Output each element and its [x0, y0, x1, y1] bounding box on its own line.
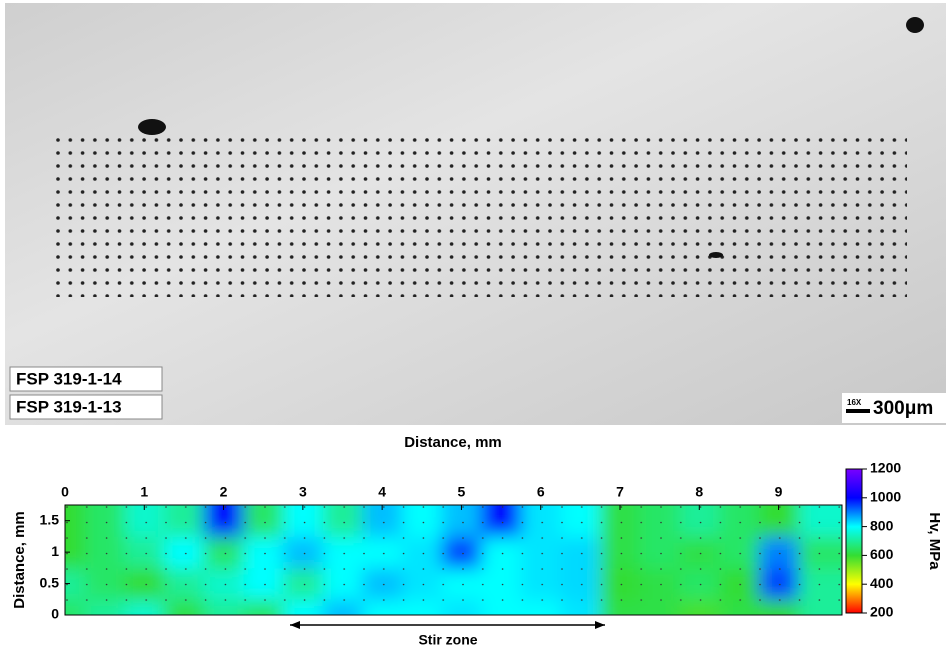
measure-points: [65, 505, 842, 615]
x-tick-label: 8: [695, 484, 703, 500]
colorbar-tick-label: 600: [870, 546, 894, 562]
annotation: Stir zone: [418, 632, 477, 648]
colorbar-tick-label: 800: [870, 517, 894, 533]
y-tick-label: 1: [51, 543, 59, 559]
sample-label: FSP 319-1-14: [16, 369, 122, 388]
x-axis-title: Distance, mm: [404, 434, 502, 451]
scale-bar: [846, 409, 870, 413]
pore: [138, 119, 166, 135]
sample-label: FSP 319-1-13: [16, 397, 122, 416]
x-tick-label: 7: [616, 484, 624, 500]
magnification: 16X: [847, 398, 862, 407]
page: FSP 319-1-14 FSP 319-1-13 16X 300μm Dist…: [0, 0, 951, 656]
x-tick-label: 4: [378, 484, 386, 500]
x-tick-label: 6: [537, 484, 545, 500]
y-axis-title: Distance, mm: [11, 511, 28, 609]
x-tick-label: 2: [220, 484, 228, 500]
x-tick-label: 3: [299, 484, 307, 500]
colorbar-tick-label: 1000: [870, 489, 901, 505]
scale-label: 300μm: [873, 398, 933, 419]
x-tick-label: 0: [61, 484, 69, 500]
y-tick-label: 0: [51, 606, 59, 622]
colorbar-tick-label: 400: [870, 575, 894, 591]
colorbar-tick-label: 1200: [870, 460, 901, 476]
pore: [709, 252, 723, 258]
x-tick-label: 1: [140, 484, 148, 500]
y-tick-label: 0.5: [40, 574, 60, 590]
x-tick-label: 9: [775, 484, 783, 500]
y-tick-label: 1.5: [40, 511, 60, 527]
x-tick-label: 5: [458, 484, 466, 500]
colorbar-tick-label: 200: [870, 604, 894, 620]
indent-grid: [55, 137, 907, 297]
pore: [906, 17, 924, 33]
colorbar: [846, 469, 862, 613]
figure: FSP 319-1-14 FSP 319-1-13 16X 300μm Dist…: [0, 0, 951, 651]
colorbar-title: Hv, MPa: [926, 512, 943, 570]
